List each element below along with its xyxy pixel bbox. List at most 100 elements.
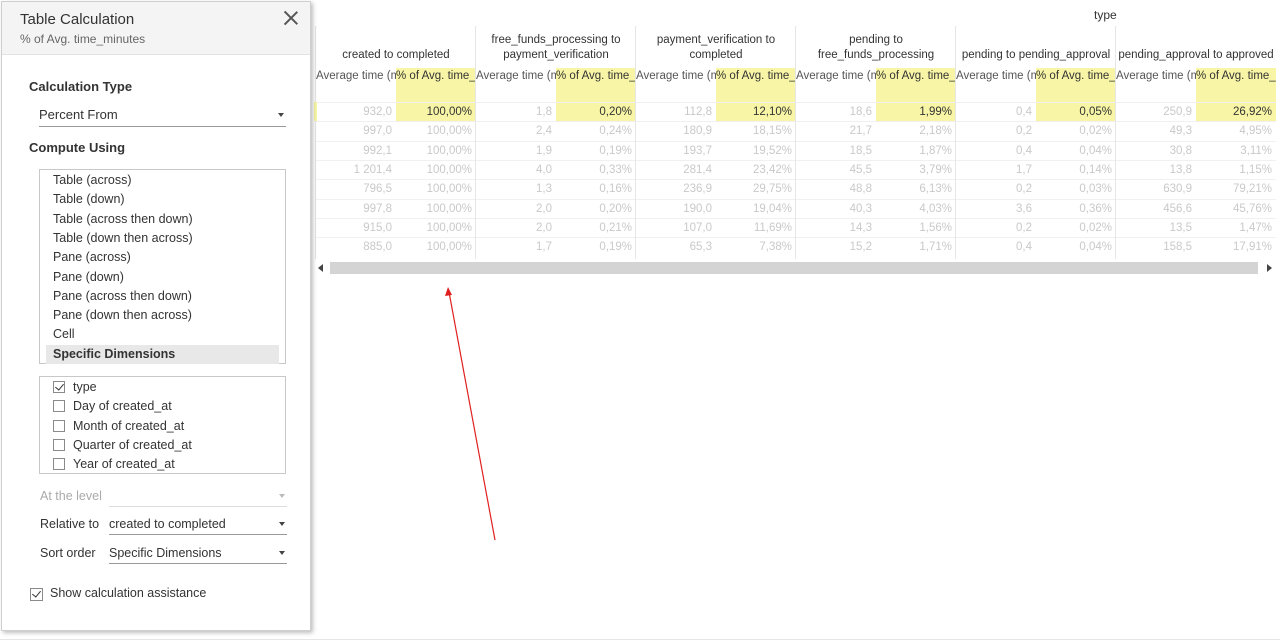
average-time-cell[interactable]: 885,0 [316,237,396,256]
close-icon[interactable] [283,10,299,26]
percent-cell[interactable]: 0,02% [1036,121,1116,140]
average-time-cell[interactable]: 21,7 [796,121,876,140]
percent-cell[interactable]: 0,04% [1036,237,1116,256]
checkbox-unchecked-icon[interactable] [53,400,65,413]
average-time-cell[interactable]: 180,9 [636,121,716,140]
percent-cell[interactable]: 19,52% [716,140,796,160]
percent-cell[interactable]: 100,00% [396,102,476,122]
column-group-header[interactable]: pending to pending_approval [961,49,1111,61]
average-time-cell[interactable]: 112,8 [636,102,716,121]
average-time-cell[interactable]: 1,8 [476,102,556,121]
average-time-cell[interactable]: 0,2 [956,121,1036,140]
column-group-header[interactable]: pending to free_funds_processing [817,34,935,61]
percent-cell[interactable]: 100,00% [396,121,476,140]
average-time-cell[interactable]: 1,7 [956,159,1036,179]
horizontal-scrollbar[interactable] [314,260,1280,276]
percent-cell[interactable]: 29,75% [716,179,796,198]
percent-cell[interactable]: 100,00% [396,159,476,179]
average-time-cell[interactable]: 45,5 [796,159,876,179]
percent-cell[interactable]: 18,15% [716,121,796,140]
average-time-cell[interactable]: 932,0 [316,102,396,121]
percent-cell[interactable]: 0,33% [556,159,636,179]
average-time-cell[interactable]: 456,6 [1116,198,1196,218]
percent-cell[interactable]: 11,69% [716,217,796,237]
average-time-cell[interactable]: 1,9 [476,140,556,160]
percent-cell[interactable]: 1,47% [1196,217,1276,237]
average-time-cell[interactable]: 915,0 [316,217,396,237]
average-time-cell[interactable]: 30,8 [1116,140,1196,160]
average-time-cell[interactable]: 190,0 [636,198,716,218]
average-time-cell[interactable]: 1,7 [476,237,556,256]
percent-cell[interactable]: 1,87% [876,140,956,160]
checkbox-unchecked-icon[interactable] [53,419,65,432]
column-group-header[interactable]: payment_verification to completed [656,34,776,61]
average-time-cell[interactable]: 13,5 [1116,217,1196,237]
percent-cell[interactable]: 12,10% [716,102,796,122]
average-time-cell[interactable]: 2,4 [476,121,556,140]
average-time-cell[interactable]: 796,5 [316,179,396,198]
column-group-header[interactable]: created to completed [342,49,450,61]
average-time-cell[interactable]: 2,0 [476,198,556,218]
compute-option[interactable]: Specific Dimensions [46,344,279,364]
average-time-cell[interactable]: 3,6 [956,198,1036,218]
column-group-header[interactable]: free_funds_processing to payment_verific… [491,34,621,61]
calculation-type-select[interactable]: Percent From [39,105,286,127]
percent-cell[interactable]: 1,99% [876,102,956,122]
average-time-cell[interactable]: 40,3 [796,198,876,218]
average-time-cell[interactable]: 2,0 [476,217,556,237]
relative-to-select[interactable]: created to completed [109,515,287,535]
percent-cell[interactable]: 0,03% [1036,179,1116,198]
percent-cell[interactable]: 0,20% [556,198,636,218]
percent-cell[interactable]: 100,00% [396,179,476,198]
checkbox-checked-icon[interactable] [53,381,65,393]
average-time-cell[interactable]: 65,3 [636,237,716,256]
percent-cell[interactable]: 1,71% [876,237,956,256]
compute-option[interactable]: Table (across) [53,173,132,187]
percent-cell[interactable]: 2,18% [876,121,956,140]
average-time-cell[interactable]: 630,9 [1116,179,1196,198]
percent-cell[interactable]: 6,13% [876,179,956,198]
percent-cell[interactable]: 0,05% [1036,102,1116,122]
percent-cell[interactable]: 0,16% [556,179,636,198]
percent-cell[interactable]: 0,24% [556,121,636,140]
average-time-cell[interactable]: 281,4 [636,159,716,179]
average-time-cell[interactable]: 193,7 [636,140,716,160]
at-level-select[interactable] [109,487,287,507]
average-time-cell[interactable]: 250,9 [1116,102,1196,121]
percent-cell[interactable]: 45,76% [1196,198,1276,218]
average-time-cell[interactable]: 48,8 [796,179,876,198]
percent-cell[interactable]: 26,92% [1196,102,1276,122]
average-time-cell[interactable]: 49,3 [1116,121,1196,140]
checkbox-unchecked-icon[interactable] [53,438,65,451]
compute-option[interactable]: Table (down then across) [53,230,193,245]
average-time-cell[interactable]: 1,3 [476,179,556,198]
percent-cell[interactable]: 3,79% [876,159,956,179]
compute-option[interactable]: Table (across then down) [53,211,193,226]
percent-cell[interactable]: 100,00% [396,140,476,160]
percent-cell[interactable]: 7,38% [716,237,796,256]
compute-option[interactable]: Pane (down) [53,269,124,284]
average-time-cell[interactable]: 13,8 [1116,159,1196,179]
average-time-cell[interactable]: 0,2 [956,179,1036,198]
compute-option[interactable]: Cell [53,327,75,342]
percent-cell[interactable]: 0,20% [556,102,636,122]
compute-option[interactable]: Pane (down then across) [53,308,192,323]
average-time-cell[interactable]: 1 201,4 [316,159,396,179]
scroll-right-icon[interactable] [1267,264,1272,272]
checkbox-checked-icon[interactable] [30,588,43,601]
average-time-cell[interactable]: 0,4 [956,237,1036,256]
average-time-cell[interactable]: 15,2 [796,237,876,256]
average-time-cell[interactable]: 0,4 [956,102,1036,121]
percent-cell[interactable]: 19,04% [716,198,796,218]
average-time-cell[interactable]: 0,2 [956,217,1036,237]
percent-cell[interactable]: 0,14% [1036,159,1116,179]
scroll-left-icon[interactable] [318,264,323,272]
average-time-cell[interactable]: 236,9 [636,179,716,198]
percent-cell[interactable]: 4,03% [876,198,956,218]
average-time-cell[interactable]: 997,0 [316,121,396,140]
average-time-cell[interactable]: 14,3 [796,217,876,237]
average-time-cell[interactable]: 158,5 [1116,237,1196,256]
sort-order-select[interactable]: Specific Dimensions [109,544,287,564]
checkbox-unchecked-icon[interactable] [53,458,65,471]
percent-cell[interactable]: 0,02% [1036,217,1116,237]
